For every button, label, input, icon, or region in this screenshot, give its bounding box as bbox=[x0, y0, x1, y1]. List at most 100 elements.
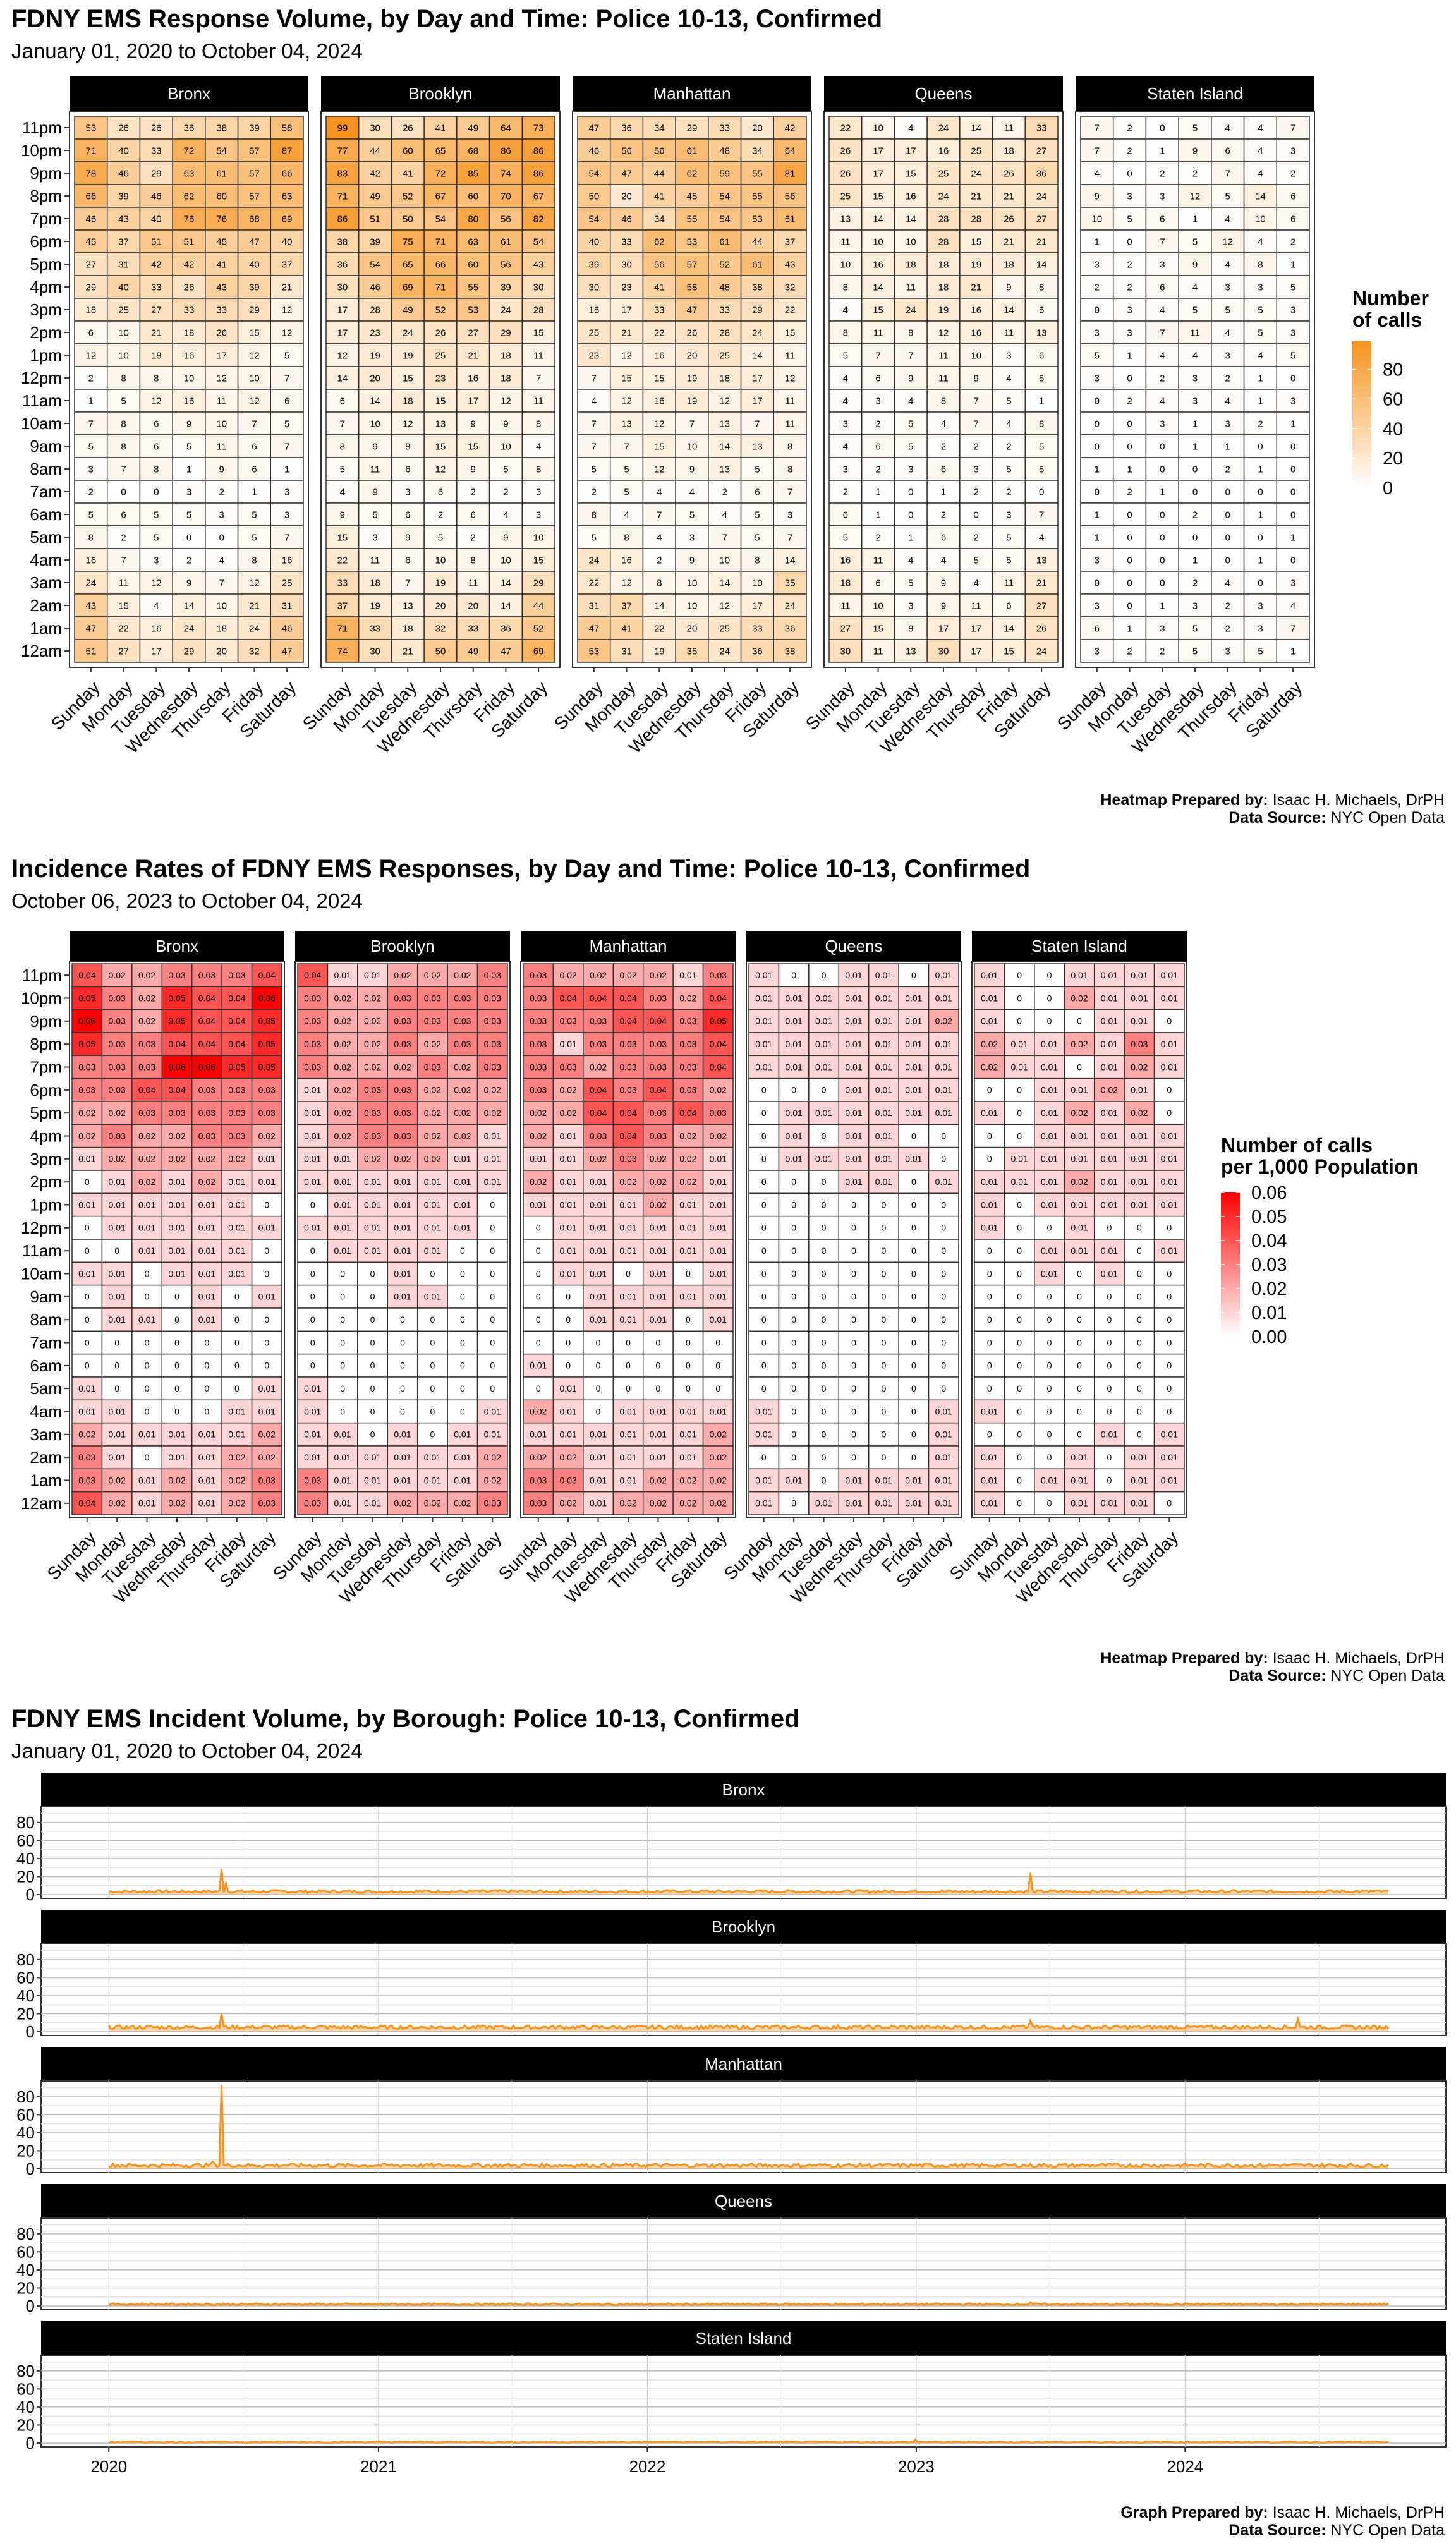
cell-value: 0 bbox=[1017, 1085, 1022, 1095]
cell-value: 0.01 bbox=[981, 1016, 998, 1026]
heatmap-cell bbox=[423, 480, 458, 504]
cell-value: 0.03 bbox=[560, 1475, 577, 1485]
cell-value: 15 bbox=[654, 373, 665, 384]
cell-value: 18 bbox=[938, 259, 949, 270]
cell-value: 3 bbox=[1290, 305, 1295, 315]
heatmap-cell bbox=[1243, 502, 1278, 526]
cell-value: 0 bbox=[822, 1223, 827, 1233]
cell-value: 2 bbox=[503, 487, 508, 497]
cell-value: 3 bbox=[1095, 555, 1100, 566]
heatmap-cell bbox=[523, 1239, 554, 1263]
cell-value: 0.01 bbox=[935, 1062, 952, 1072]
cell-value: 5 bbox=[1006, 555, 1011, 566]
cell-value: 0 bbox=[761, 1199, 767, 1210]
cell-value: 11 bbox=[971, 600, 981, 611]
cell-value: 1 bbox=[1290, 259, 1295, 270]
cell-value: 0.02 bbox=[138, 1131, 155, 1141]
cell-value: 0 bbox=[822, 1383, 827, 1393]
cell-value: 0 bbox=[174, 1406, 179, 1416]
cell-value: 12 bbox=[621, 578, 632, 588]
heatmap-cell bbox=[740, 548, 775, 572]
cell-value: 7 bbox=[1095, 123, 1100, 133]
cell-value: 0.03 bbox=[364, 1131, 381, 1141]
cell-value: 5 bbox=[592, 464, 597, 475]
heatmap-cell bbox=[71, 1170, 103, 1194]
heatmap-cell bbox=[221, 1468, 253, 1493]
cell-value: 74 bbox=[500, 168, 511, 179]
heatmap-cell bbox=[237, 593, 272, 617]
cell-value: 2 bbox=[1127, 646, 1132, 657]
cell-value: 0.02 bbox=[424, 1154, 441, 1164]
facet-strip bbox=[70, 76, 308, 111]
heatmap-cell bbox=[447, 1445, 478, 1470]
cell-value: 0 bbox=[186, 532, 191, 543]
cell-value: 0 bbox=[1107, 1475, 1112, 1485]
cell-value: 61 bbox=[752, 259, 763, 270]
cell-value: 33 bbox=[216, 305, 227, 315]
cell-value: 3 bbox=[875, 396, 880, 406]
cell-value: 46 bbox=[589, 145, 600, 156]
heatmap-cell bbox=[106, 457, 141, 481]
cell-value: 0.01 bbox=[364, 1246, 381, 1256]
cell-value: 0 bbox=[85, 1177, 90, 1187]
cell-value: 0.01 bbox=[1041, 1268, 1058, 1278]
cell-value: 0 bbox=[114, 1361, 119, 1371]
heatmap-cell bbox=[868, 1101, 899, 1125]
cell-value: 3 bbox=[1160, 191, 1165, 202]
cell-value: 3 bbox=[843, 418, 848, 429]
cell-value: 0.01 bbox=[1101, 1062, 1118, 1072]
cell-value: 0 bbox=[911, 1314, 916, 1325]
heatmap-cell bbox=[1153, 1307, 1185, 1332]
heatmap-cell bbox=[1145, 411, 1179, 435]
chart-title: FDNY EMS Incident Volume, by Borough: Po… bbox=[11, 1705, 800, 1733]
cell-value: 0.02 bbox=[394, 1062, 411, 1072]
cell-value: 20 bbox=[435, 600, 446, 611]
cell-value: 4 bbox=[722, 509, 727, 520]
cell-value: 0.01 bbox=[590, 1452, 607, 1462]
cell-value: 0 bbox=[596, 1361, 601, 1371]
cell-value: 4 bbox=[843, 373, 848, 384]
cell-value: 0.01 bbox=[845, 1131, 862, 1141]
heatmap-cell bbox=[992, 184, 1026, 208]
cell-value: 0 bbox=[974, 509, 979, 520]
cell-value: 0.01 bbox=[981, 1108, 998, 1118]
cell-value: 0.01 bbox=[935, 1177, 952, 1187]
heatmap-cell bbox=[928, 1146, 959, 1171]
cell-value: 0 bbox=[430, 1406, 435, 1416]
cell-value: 0.01 bbox=[905, 1062, 922, 1072]
cell-value: 0.03 bbox=[590, 1131, 607, 1141]
cell-value: 0.01 bbox=[1161, 1039, 1178, 1049]
cell-value: 0 bbox=[882, 1429, 887, 1440]
heatmap-cell bbox=[1243, 389, 1278, 413]
y-tick-label: 8am bbox=[30, 1310, 62, 1329]
cell-value: 12 bbox=[282, 327, 293, 338]
cell-value: 0 bbox=[1290, 464, 1295, 475]
cell-value: 4 bbox=[908, 123, 913, 133]
credit-label: Heatmap Prepared by: bbox=[1100, 1649, 1268, 1667]
cell-value: 48 bbox=[719, 145, 730, 156]
heatmap-cell bbox=[327, 1468, 358, 1493]
cell-value: 11 bbox=[370, 555, 380, 566]
heatmap-cell bbox=[898, 1353, 930, 1378]
cell-value: 8 bbox=[154, 464, 159, 475]
cell-value: 0 bbox=[1017, 1314, 1022, 1325]
cell-value: 0 bbox=[145, 1292, 150, 1302]
heatmap-cell bbox=[221, 1284, 253, 1309]
heatmap-cell bbox=[1024, 571, 1059, 595]
heatmap-cell bbox=[139, 275, 173, 299]
cell-value: 0.03 bbox=[258, 1085, 276, 1095]
cell-value: 60 bbox=[403, 145, 413, 156]
cell-value: 0 bbox=[941, 1361, 946, 1371]
heatmap-cell bbox=[391, 298, 425, 322]
heatmap-cell bbox=[740, 207, 775, 231]
heatmap-cell bbox=[612, 1239, 644, 1263]
heatmap-cell bbox=[612, 1124, 644, 1148]
cell-value: 54 bbox=[719, 191, 730, 202]
cell-value: 0.01 bbox=[1131, 1016, 1148, 1026]
cell-value: 0 bbox=[400, 1314, 405, 1325]
heatmap-cell bbox=[391, 138, 425, 162]
cell-value: 38 bbox=[216, 123, 227, 133]
cell-value: 24 bbox=[752, 327, 763, 338]
heatmap-cell bbox=[1243, 320, 1278, 344]
